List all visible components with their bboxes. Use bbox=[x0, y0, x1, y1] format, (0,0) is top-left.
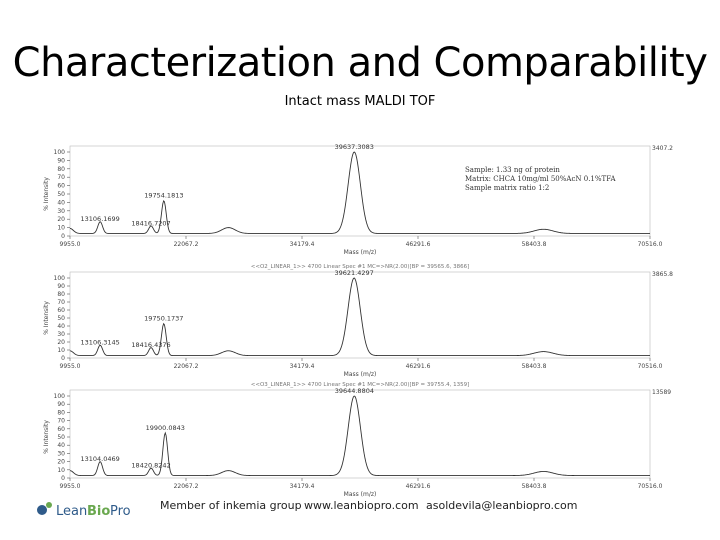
peak-label: 19750.1737 bbox=[144, 315, 183, 323]
logo-dots-icon bbox=[37, 505, 47, 515]
y-tick-label: 40 bbox=[57, 199, 65, 206]
x-tick-label: 9955.0 bbox=[60, 363, 81, 370]
y-tick-label: 50 bbox=[57, 434, 65, 441]
spectrum-header: <<O3_LINEAR_1>> 4700 Linear Spec #1 MC=>… bbox=[251, 382, 469, 388]
max-intensity-label: 13589 bbox=[652, 389, 671, 396]
y-tick-label: 20 bbox=[57, 339, 65, 346]
x-axis-label: Mass (m/z) bbox=[344, 491, 377, 498]
peak-label: 19900.0843 bbox=[146, 424, 185, 432]
sample-annotation: Matrix: CHCA 10mg/ml 50%AcN 0.1%TFA bbox=[465, 175, 616, 183]
y-tick-label: 20 bbox=[57, 216, 65, 223]
y-tick-label: 80 bbox=[57, 166, 65, 173]
y-axis-label: % Intensity bbox=[43, 420, 50, 454]
y-tick-label: 30 bbox=[57, 331, 65, 338]
leanbiopro-logo: Lean Bio Pro bbox=[37, 502, 131, 519]
x-tick-label: 46291.6 bbox=[406, 483, 431, 490]
peak-label: 18416.4376 bbox=[131, 341, 170, 349]
y-tick-label: 40 bbox=[57, 323, 65, 330]
y-tick-label: 60 bbox=[57, 426, 65, 433]
peak-label: 19754.1813 bbox=[144, 192, 183, 200]
x-tick-label: 58403.8 bbox=[522, 483, 547, 490]
y-tick-label: 100 bbox=[54, 393, 66, 400]
max-intensity-label: 3865.8 bbox=[652, 271, 673, 278]
x-axis-label: Mass (m/z) bbox=[344, 371, 377, 378]
footer-website[interactable]: www.leanbiopro.com bbox=[304, 499, 419, 512]
y-tick-label: 70 bbox=[57, 174, 65, 181]
x-tick-label: 22067.2 bbox=[174, 241, 199, 248]
slide-subtitle: Intact mass MALDI TOF bbox=[284, 94, 436, 109]
x-tick-label: 58403.8 bbox=[522, 241, 547, 248]
y-tick-label: 0 bbox=[61, 355, 65, 362]
spectrum-trace bbox=[69, 151, 650, 234]
y-axis-label: % Intensity bbox=[43, 301, 50, 335]
spectrum-trace bbox=[69, 277, 650, 357]
x-tick-label: 9955.0 bbox=[60, 483, 81, 490]
y-tick-label: 100 bbox=[54, 275, 66, 282]
y-tick-label: 60 bbox=[57, 307, 65, 314]
plot-frame bbox=[69, 389, 651, 479]
sample-annotation: Sample: 1.33 ng of protein bbox=[465, 166, 560, 174]
peak-label: 18416.7207 bbox=[131, 219, 170, 227]
y-tick-label: 70 bbox=[57, 299, 65, 306]
y-tick-label: 90 bbox=[57, 157, 65, 164]
x-tick-label: 46291.6 bbox=[406, 241, 431, 248]
peak-label: 39644.8804 bbox=[335, 387, 374, 395]
x-tick-label: 34179.4 bbox=[290, 241, 315, 248]
y-tick-label: 50 bbox=[57, 191, 65, 198]
y-tick-label: 30 bbox=[57, 450, 65, 457]
y-tick-label: 80 bbox=[57, 291, 65, 298]
x-tick-label: 22067.2 bbox=[174, 483, 199, 490]
y-tick-label: 0 bbox=[61, 233, 65, 240]
y-tick-label: 90 bbox=[57, 401, 65, 408]
x-axis-label: Mass (m/z) bbox=[344, 249, 377, 256]
x-tick-label: 46291.6 bbox=[406, 363, 431, 370]
x-tick-label: 70516.0 bbox=[638, 483, 663, 490]
y-tick-label: 20 bbox=[57, 459, 65, 466]
x-tick-label: 58403.8 bbox=[522, 363, 547, 370]
peak-label: 13104.0469 bbox=[81, 455, 120, 463]
x-tick-label: 22067.2 bbox=[174, 363, 199, 370]
y-tick-label: 30 bbox=[57, 208, 65, 215]
y-tick-label: 0 bbox=[61, 475, 65, 482]
y-tick-label: 10 bbox=[57, 347, 65, 354]
sample-annotation: Sample matrix ratio 1:2 bbox=[465, 184, 549, 192]
plot-frame bbox=[69, 145, 651, 237]
x-tick-label: 34179.4 bbox=[290, 363, 315, 370]
x-tick-label: 34179.4 bbox=[290, 483, 315, 490]
y-tick-label: 100 bbox=[54, 149, 66, 156]
y-tick-label: 40 bbox=[57, 442, 65, 449]
x-tick-label: 70516.0 bbox=[638, 363, 663, 370]
peak-label: 39621.4297 bbox=[334, 269, 373, 277]
plot-frame bbox=[69, 271, 651, 359]
y-tick-label: 60 bbox=[57, 183, 65, 190]
max-intensity-label: 3407.2 bbox=[652, 145, 673, 152]
peak-label: 18420.8242 bbox=[131, 462, 170, 470]
footer-email[interactable]: asoldevila@leanbiopro.com bbox=[426, 499, 578, 512]
slide-title: Characterization and Comparability bbox=[12, 40, 708, 86]
logo-dots-icon bbox=[46, 502, 52, 508]
peak-label: 13106.1699 bbox=[81, 215, 120, 223]
logo-text-lean: Lean bbox=[56, 504, 87, 519]
x-tick-label: 70516.0 bbox=[638, 241, 663, 248]
logo-text-bio: Bio bbox=[87, 504, 110, 519]
y-tick-label: 10 bbox=[57, 467, 65, 474]
y-axis-label: % Intensity bbox=[43, 177, 50, 211]
y-tick-label: 10 bbox=[57, 225, 65, 232]
y-tick-label: 70 bbox=[57, 418, 65, 425]
y-tick-label: 80 bbox=[57, 409, 65, 416]
logo-text-pro: Pro bbox=[110, 504, 131, 519]
peak-label: 39637.3083 bbox=[335, 143, 374, 151]
spectrum-trace bbox=[69, 395, 650, 476]
footer-member: Member of inkemia group bbox=[160, 499, 302, 512]
peak-label: 13106.3145 bbox=[81, 339, 120, 347]
spectrum-header: <<O2_LINEAR_1>> 4700 Linear Spec #1 MC=>… bbox=[251, 264, 469, 270]
y-tick-label: 50 bbox=[57, 315, 65, 322]
x-tick-label: 9955.0 bbox=[60, 241, 81, 248]
y-tick-label: 90 bbox=[57, 283, 65, 290]
